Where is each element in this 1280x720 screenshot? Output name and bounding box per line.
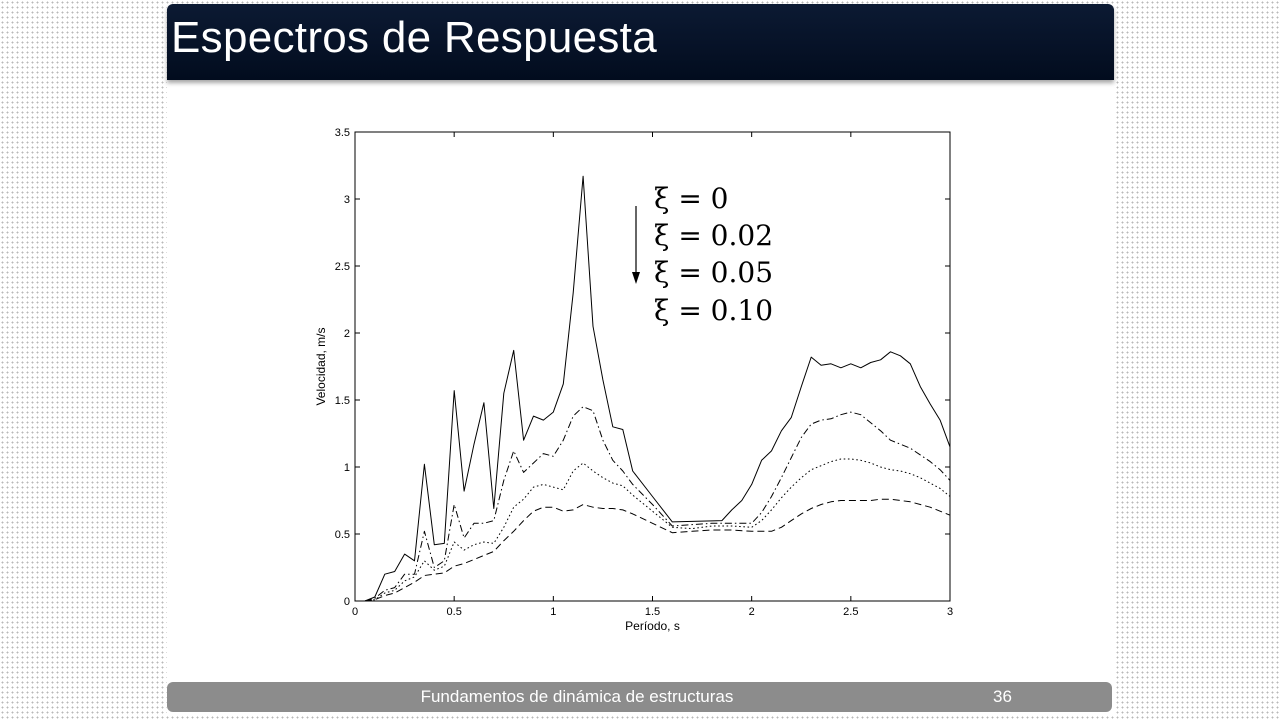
x-tick-label: 2.5 (843, 606, 858, 618)
series-line-1 (364, 406, 951, 602)
x-axis-label: Período, s (625, 619, 680, 633)
y-tick-label: 2.5 (335, 261, 350, 273)
page-number: 36 (993, 687, 1012, 706)
response-spectrum-chart: Período, s Velocidad, m/s 0 0.5 1 1.5 2 2.5 3 0… (314, 127, 953, 633)
plot-frame (354, 131, 951, 602)
y-tick-label: 0.5 (335, 529, 350, 541)
y-axis-label: Velocidad, m/s (314, 327, 328, 405)
x-tick-label: 1.5 (645, 606, 660, 618)
legend-entry-1: ξ = 0.02 (654, 219, 773, 252)
footer-bar: Fundamentos de dinámica de estructuras 3… (167, 682, 1112, 712)
series-line-2 (364, 458, 951, 602)
x-tick-label: 3 (947, 606, 953, 618)
x-tick-label: 0 (352, 606, 358, 618)
legend-entry-0: ξ = 0 (654, 182, 729, 215)
legend-entry-2: ξ = 0.05 (654, 256, 773, 289)
legend-entry-3: ξ = 0.10 (654, 294, 773, 327)
legend-arrow-head (632, 272, 640, 284)
slide-title: Espectros de Respuesta (171, 13, 657, 62)
title-bar: Espectros de Respuesta (167, 4, 1114, 80)
slide: Espectros de Respuesta Período, s Veloci… (167, 4, 1114, 716)
series-line-3 (364, 498, 951, 602)
y-tick-label: 3.5 (335, 127, 350, 139)
series-line-0 (364, 175, 951, 602)
y-tick-label: 2 (344, 328, 350, 340)
y-tick-label: 0 (344, 596, 350, 608)
footer-text: Fundamentos de dinámica de estructuras (420, 687, 734, 706)
y-tick-label: 1.5 (335, 395, 350, 407)
x-tick-label: 1 (550, 606, 556, 618)
x-tick-label: 2 (749, 606, 755, 618)
y-tick-label: 1 (344, 462, 350, 474)
y-tick-label: 3 (344, 194, 350, 206)
x-tick-label: 0.5 (447, 606, 462, 618)
